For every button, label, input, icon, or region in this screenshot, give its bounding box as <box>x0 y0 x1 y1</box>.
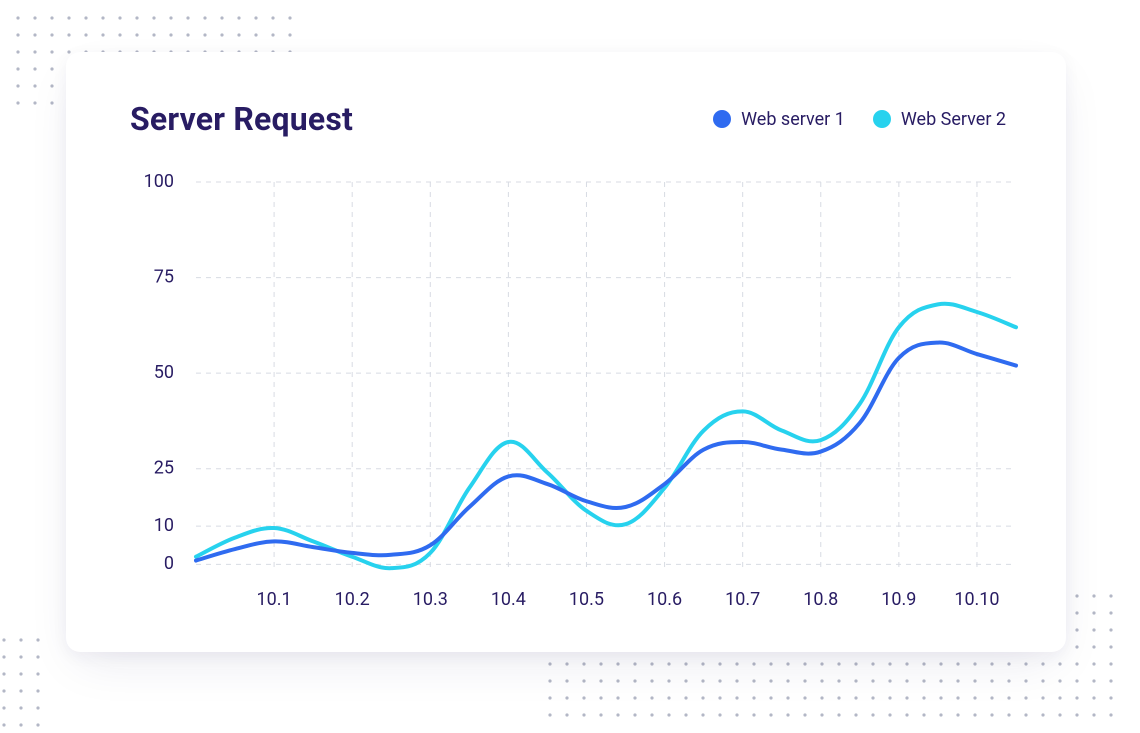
svg-text:10.9: 10.9 <box>881 589 916 610</box>
chart-legend: Web server 1 Web Server 2 <box>713 109 1006 130</box>
svg-text:10.1: 10.1 <box>257 589 292 610</box>
svg-text:10.10: 10.10 <box>954 589 999 610</box>
chart-card: Server Request Web server 1 Web Server 2… <box>66 52 1066 652</box>
svg-text:75: 75 <box>154 266 174 287</box>
legend-item-series2: Web Server 2 <box>873 109 1006 130</box>
svg-text:10.7: 10.7 <box>725 589 760 610</box>
svg-text:10.4: 10.4 <box>491 589 526 610</box>
legend-swatch-series1 <box>713 110 731 128</box>
svg-text:10.5: 10.5 <box>569 589 604 610</box>
legend-label-series1: Web server 1 <box>741 109 845 130</box>
chart-title: Server Request <box>130 100 353 138</box>
chart-plot: 0 10 25 50 75 100 10.1 10.2 10.3 10.4 10.5 10.6 10.7… <box>106 172 1026 612</box>
svg-text:10: 10 <box>154 515 174 536</box>
svg-text:25: 25 <box>154 458 174 479</box>
dot-grid-bottom-left <box>0 636 51 733</box>
svg-text:50: 50 <box>154 362 174 383</box>
legend-item-series1: Web server 1 <box>713 109 845 130</box>
svg-text:10.3: 10.3 <box>413 589 448 610</box>
chart-svg: 0 10 25 50 75 100 10.1 10.2 10.3 10.4 10.5 10.6 10.7… <box>106 172 1026 612</box>
svg-text:10.2: 10.2 <box>335 589 370 610</box>
svg-text:10.8: 10.8 <box>803 589 838 610</box>
svg-text:10.6: 10.6 <box>647 589 682 610</box>
chart-header: Server Request Web server 1 Web Server 2 <box>130 100 1006 138</box>
svg-text:0: 0 <box>164 553 174 574</box>
legend-label-series2: Web Server 2 <box>901 109 1006 130</box>
svg-text:100: 100 <box>144 172 174 192</box>
legend-swatch-series2 <box>873 110 891 128</box>
